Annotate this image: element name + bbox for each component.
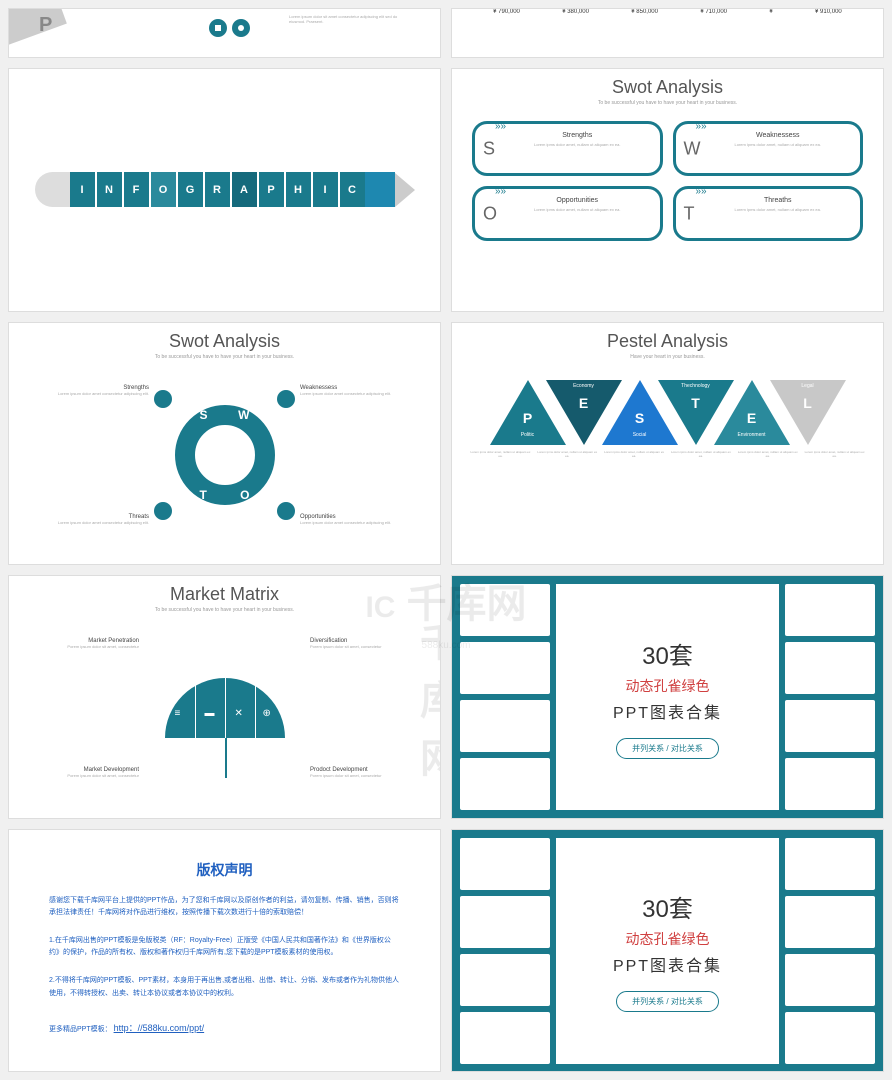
slide-grid: P Lorem ipsum dolor sit amet consectetur… — [0, 0, 892, 1080]
matrix-item: Market Development Porem ipsum dolor sit… — [29, 767, 139, 778]
thumb — [785, 700, 875, 752]
price: ¥ 380,000 — [562, 9, 589, 15]
swot-box: »»SStrengthsLorem ipms dolor amet, nulla… — [472, 121, 663, 176]
slide-swot-boxes: Swot Analysis To be successful you have … — [451, 68, 884, 312]
thumb — [785, 758, 875, 810]
price: ¥ — [769, 9, 772, 15]
swot-circle: S W T O — [175, 405, 275, 505]
thumb — [460, 758, 550, 810]
copyright-p1: 感谢您下载千库网平台上提供的PPT作品，为了您和千库网以及原创作者的利益，请勿复… — [49, 895, 400, 920]
slide-1-partial: P Lorem ipsum dolor sit amet consectetur… — [8, 8, 441, 58]
slide-subtitle: To be successful you have to have your h… — [9, 354, 440, 360]
icon-dot — [209, 19, 227, 37]
swot-box: »»OOpportunitiesLorem ipms dolor amet, n… — [472, 186, 663, 241]
copyright-p2: 1.在千库网出售的PPT模板是免版税类（RF：Royalty-Free）正版受《… — [49, 935, 400, 960]
link-icon — [277, 390, 295, 408]
pencil-letter: G — [178, 172, 203, 207]
slide-market-matrix: Market Matrix To be successful you have … — [8, 575, 441, 819]
thumb — [460, 954, 550, 1006]
pestel-triangle: LLegal — [770, 380, 846, 445]
slide-title: Swot Analysis — [452, 77, 883, 98]
copyright-p3: 2.不得将千库网的PPT模板、PPT素材，本身用于再出售,或者出租、出借、转让、… — [49, 975, 400, 1000]
price: ¥ 850,000 — [631, 9, 658, 15]
warning-icon — [154, 502, 172, 520]
category-badge: 并列关系 / 对比关系 — [616, 991, 719, 1012]
title-1: 动态孔雀绿色 — [626, 929, 710, 949]
slide-collection-1: 30套 动态孔雀绿色 PPT图表合集 并列关系 / 对比关系 — [451, 575, 884, 819]
pencil-tip — [395, 173, 415, 207]
swot-item: Strengths Lorem ipsum dolor amet consect… — [29, 385, 149, 396]
thumb — [785, 584, 875, 636]
slide-title: Swot Analysis — [9, 331, 440, 352]
matrix-item: Market Penetration Porem ipsum dolor sit… — [29, 638, 139, 649]
thumb — [785, 954, 875, 1006]
gear-icon — [154, 390, 172, 408]
big-letter: P — [39, 14, 52, 37]
pencil-letter: N — [97, 172, 122, 207]
slide-subtitle: To be successful you have to have your h… — [452, 100, 883, 106]
copyright-title: 版权声明 — [49, 860, 400, 880]
thumb — [460, 896, 550, 948]
price: ¥ 910,000 — [815, 9, 842, 15]
slide-infographic: INFOGRAPHIC — [8, 68, 441, 312]
swot-item: Opportunities Lorem ipsum dolor amet con… — [300, 514, 420, 525]
pencil-graphic: INFOGRAPHIC — [35, 172, 415, 207]
pencil-letter: F — [124, 172, 149, 207]
link-label: 更多精品PPT模板： — [49, 1026, 112, 1033]
category-badge: 并列关系 / 对比关系 — [616, 738, 719, 759]
price: ¥ 710,000 — [700, 9, 727, 15]
slide-swot-circle: Swot Analysis To be successful you have … — [8, 322, 441, 566]
thumb — [785, 642, 875, 694]
thumb — [460, 642, 550, 694]
slide-pestel: Pestel Analysis Have your heart in your … — [451, 322, 884, 566]
collection-center: 30套 动态孔雀绿色 PPT图表合集 并列关系 / 对比关系 — [556, 584, 779, 810]
watermark-url: 588ku.com — [422, 640, 471, 651]
slide-subtitle: Have your heart in your business. — [452, 354, 883, 360]
swot-item: Threats Lorem ipsum dolor amet consectet… — [29, 514, 149, 525]
title-2: PPT图表合集 — [613, 952, 722, 976]
matrix-item: Prodoct Development Porem ipsum dolor si… — [310, 767, 420, 778]
pencil-letter: O — [151, 172, 176, 207]
title-1: 动态孔雀绿色 — [626, 676, 710, 696]
count: 30套 — [642, 636, 693, 671]
slide-title: Market Matrix — [9, 584, 440, 605]
slide-subtitle: To be successful you have to have your h… — [9, 607, 440, 613]
title-2: PPT图表合集 — [613, 699, 722, 723]
price: ¥ 790,000 — [493, 9, 520, 15]
swot-item: Weaknessess Lorem ipsum dolor amet conse… — [300, 385, 420, 396]
pencil-letter: P — [259, 172, 284, 207]
slide-title: Pestel Analysis — [452, 331, 883, 352]
slide-2-prices: ¥ 790,000 ¥ 380,000 ¥ 850,000 ¥ 710,000 … — [451, 8, 884, 58]
umbrella-icon: ≡ ▬ ✕ ⊕ — [165, 678, 285, 738]
matrix-item: Diversification Porem ipsum dolor sit am… — [310, 638, 420, 649]
slide-collection-2: 30套 动态孔雀绿色 PPT图表合集 并列关系 / 对比关系 — [451, 829, 884, 1073]
desc-text: Lorem ipsum dolor sit amet consectetur a… — [289, 14, 409, 24]
thumb — [460, 700, 550, 752]
pencil-body — [365, 172, 395, 207]
thumb — [460, 584, 550, 636]
pencil-letter: A — [232, 172, 257, 207]
pencil-letter: C — [340, 172, 365, 207]
swot-box: »»TThreathsLorem ipms dolor amet, nullam… — [673, 186, 864, 241]
bulb-icon — [277, 502, 295, 520]
pencil-eraser — [35, 172, 70, 207]
pencil-letter: R — [205, 172, 230, 207]
count: 30套 — [642, 889, 693, 924]
thumb — [785, 1012, 875, 1064]
thumb — [785, 896, 875, 948]
pencil-letter: I — [70, 172, 95, 207]
pencil-letter: I — [313, 172, 338, 207]
slide-copyright: 版权声明 感谢您下载千库网平台上提供的PPT作品，为了您和千库网以及原创作者的利… — [8, 829, 441, 1073]
icon-dot — [232, 19, 250, 37]
pencil-letter: H — [286, 172, 311, 207]
swot-box: »»WWeaknessessLorem ipms dolor amet, nul… — [673, 121, 864, 176]
thumb — [785, 838, 875, 890]
collection-center: 30套 动态孔雀绿色 PPT图表合集 并列关系 / 对比关系 — [556, 838, 779, 1064]
website-link[interactable]: http：//588ku.com/ppt/ — [114, 1023, 205, 1033]
thumb — [460, 1012, 550, 1064]
thumb — [460, 838, 550, 890]
